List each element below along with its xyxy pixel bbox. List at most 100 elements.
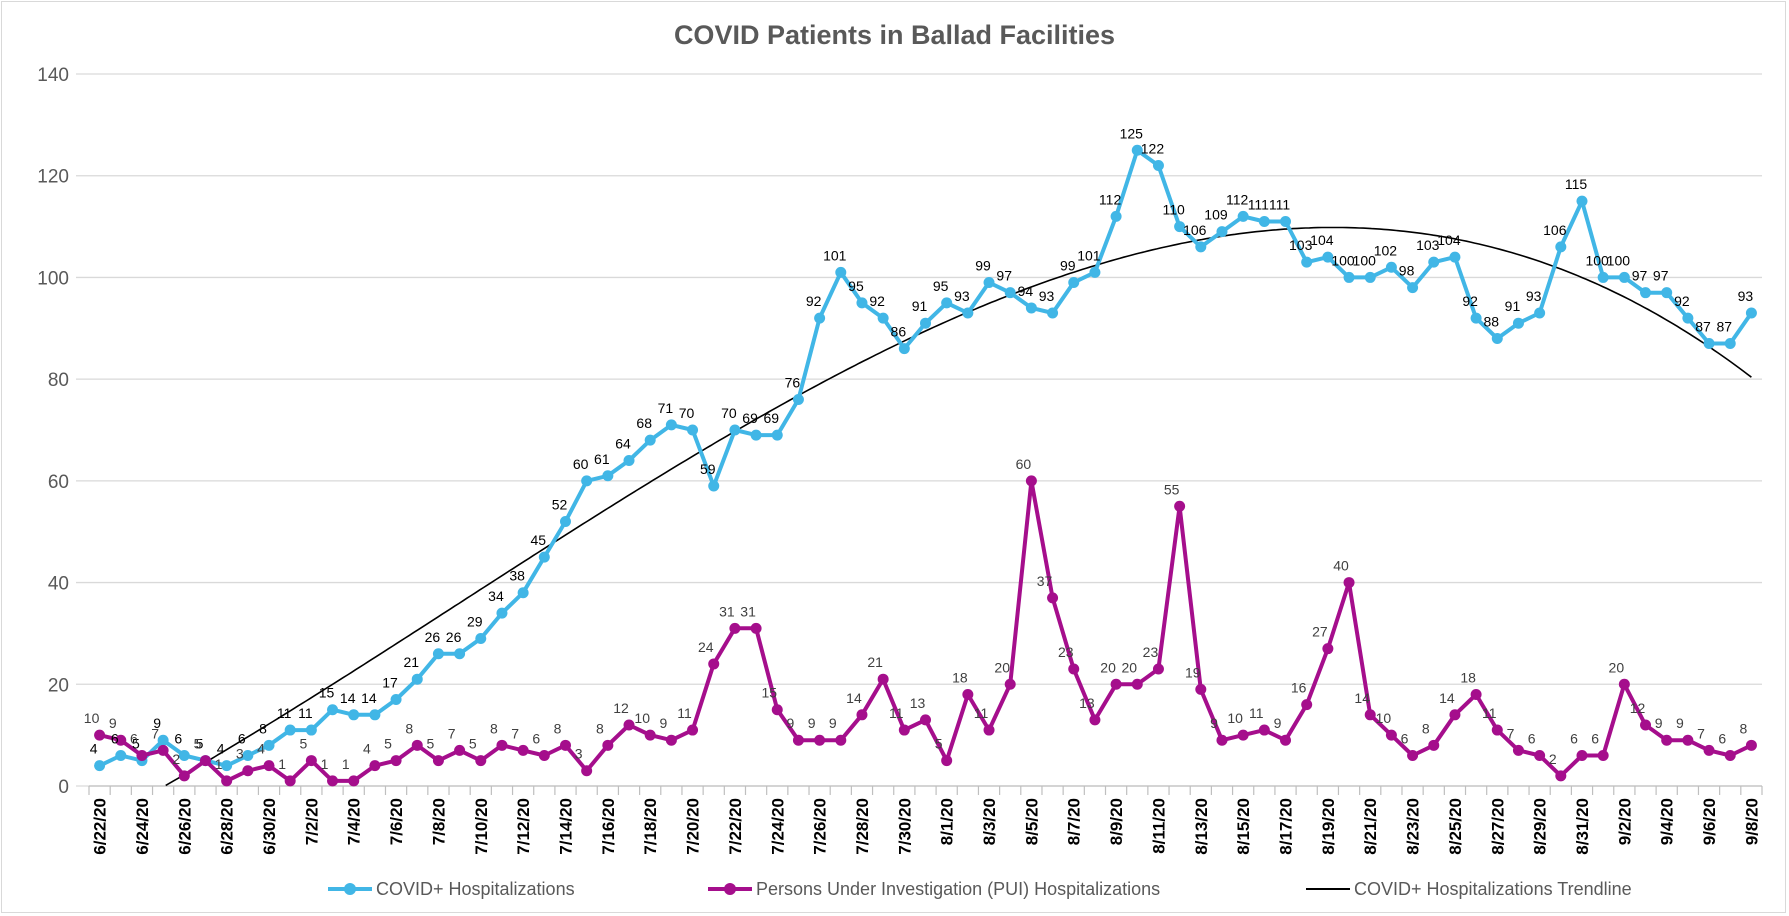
data-point[interactable] — [1004, 287, 1016, 299]
data-point[interactable] — [1597, 749, 1609, 761]
data-point[interactable] — [877, 673, 889, 685]
data-point[interactable] — [1745, 307, 1757, 319]
data-point[interactable] — [729, 424, 741, 436]
data-point[interactable] — [538, 551, 550, 563]
data-point[interactable] — [1449, 251, 1461, 263]
data-point[interactable] — [157, 744, 169, 756]
data-point[interactable] — [1491, 724, 1503, 736]
data-point[interactable] — [178, 770, 190, 782]
data-point[interactable] — [708, 658, 720, 670]
data-point[interactable] — [687, 724, 699, 736]
data-point[interactable] — [221, 760, 233, 772]
data-point[interactable] — [411, 673, 423, 685]
data-point[interactable] — [1216, 734, 1228, 746]
data-point[interactable] — [1449, 709, 1461, 721]
data-point[interactable] — [1216, 226, 1228, 238]
data-point[interactable] — [1407, 749, 1419, 761]
data-point[interactable] — [1068, 277, 1080, 289]
data-point[interactable] — [1385, 261, 1397, 273]
data-point[interactable] — [1640, 287, 1652, 299]
data-point[interactable] — [1470, 312, 1482, 324]
data-point[interactable] — [263, 739, 275, 751]
data-point[interactable] — [792, 734, 804, 746]
data-point[interactable] — [454, 648, 466, 660]
data-point[interactable] — [1195, 241, 1207, 253]
data-point[interactable] — [1512, 744, 1524, 756]
data-point[interactable] — [1237, 210, 1249, 222]
data-point[interactable] — [475, 633, 487, 645]
data-point[interactable] — [496, 739, 508, 751]
data-point[interactable] — [411, 739, 423, 751]
data-point[interactable] — [1131, 678, 1143, 690]
data-point[interactable] — [1258, 215, 1270, 227]
data-point[interactable] — [750, 429, 762, 441]
data-point[interactable] — [602, 470, 614, 482]
data-point[interactable] — [1322, 251, 1334, 263]
data-point[interactable] — [898, 724, 910, 736]
data-point[interactable] — [1195, 683, 1207, 695]
data-point[interactable] — [814, 312, 826, 324]
data-point[interactable] — [1364, 271, 1376, 283]
data-point[interactable] — [1174, 500, 1186, 512]
data-point[interactable] — [284, 775, 296, 787]
data-point[interactable] — [644, 729, 656, 741]
data-point[interactable] — [1089, 714, 1101, 726]
data-point[interactable] — [1131, 144, 1143, 156]
data-point[interactable] — [920, 714, 931, 726]
data-point[interactable] — [538, 749, 550, 761]
data-point[interactable] — [1597, 271, 1609, 283]
data-point[interactable] — [1025, 302, 1037, 314]
data-point[interactable] — [559, 739, 571, 751]
data-point[interactable] — [814, 734, 826, 746]
data-point[interactable] — [115, 734, 127, 746]
legend-item-pui[interactable]: Persons Under Investigation (PUI) Hospit… — [708, 876, 1160, 902]
data-point[interactable] — [1110, 678, 1122, 690]
data-point[interactable] — [983, 724, 995, 736]
data-point[interactable] — [1152, 663, 1164, 675]
data-point[interactable] — [1385, 729, 1397, 741]
data-point[interactable] — [687, 424, 699, 436]
data-point[interactable] — [1343, 271, 1355, 283]
data-point[interactable] — [1301, 256, 1313, 268]
data-point[interactable] — [941, 755, 953, 767]
data-point[interactable] — [1068, 663, 1080, 675]
data-point[interactable] — [1025, 475, 1037, 487]
data-point[interactable] — [1428, 739, 1440, 751]
data-point[interactable] — [1047, 307, 1059, 319]
data-point[interactable] — [390, 755, 402, 767]
data-point[interactable] — [1745, 739, 1757, 751]
data-point[interactable] — [242, 765, 254, 777]
data-point[interactable] — [305, 755, 317, 767]
data-point[interactable] — [623, 719, 635, 731]
legend-item-covid[interactable]: COVID+ Hospitalizations — [328, 876, 575, 902]
data-point[interactable] — [1258, 724, 1270, 736]
data-point[interactable] — [1703, 744, 1715, 756]
data-point[interactable] — [157, 734, 169, 746]
data-point[interactable] — [221, 775, 233, 787]
data-point[interactable] — [1428, 256, 1440, 268]
data-point[interactable] — [708, 480, 720, 492]
data-point[interactable] — [877, 312, 889, 324]
data-point[interactable] — [94, 760, 106, 772]
data-point[interactable] — [1004, 678, 1016, 690]
data-point[interactable] — [517, 744, 529, 756]
data-point[interactable] — [475, 755, 487, 767]
data-point[interactable] — [623, 455, 635, 467]
data-point[interactable] — [792, 393, 804, 405]
data-point[interactable] — [581, 765, 593, 777]
data-point[interactable] — [263, 760, 275, 772]
data-point[interactable] — [327, 704, 339, 716]
data-point[interactable] — [771, 704, 783, 716]
data-point[interactable] — [962, 688, 974, 700]
data-point[interactable] — [242, 749, 254, 761]
data-point[interactable] — [1682, 734, 1694, 746]
data-point[interactable] — [898, 343, 910, 355]
data-point[interactable] — [581, 475, 593, 487]
data-point[interactable] — [1407, 282, 1419, 294]
data-point[interactable] — [1534, 749, 1546, 761]
data-point[interactable] — [835, 266, 847, 278]
data-point[interactable] — [348, 775, 360, 787]
data-point[interactable] — [1364, 709, 1376, 721]
data-point[interactable] — [305, 724, 317, 736]
data-point[interactable] — [432, 648, 444, 660]
